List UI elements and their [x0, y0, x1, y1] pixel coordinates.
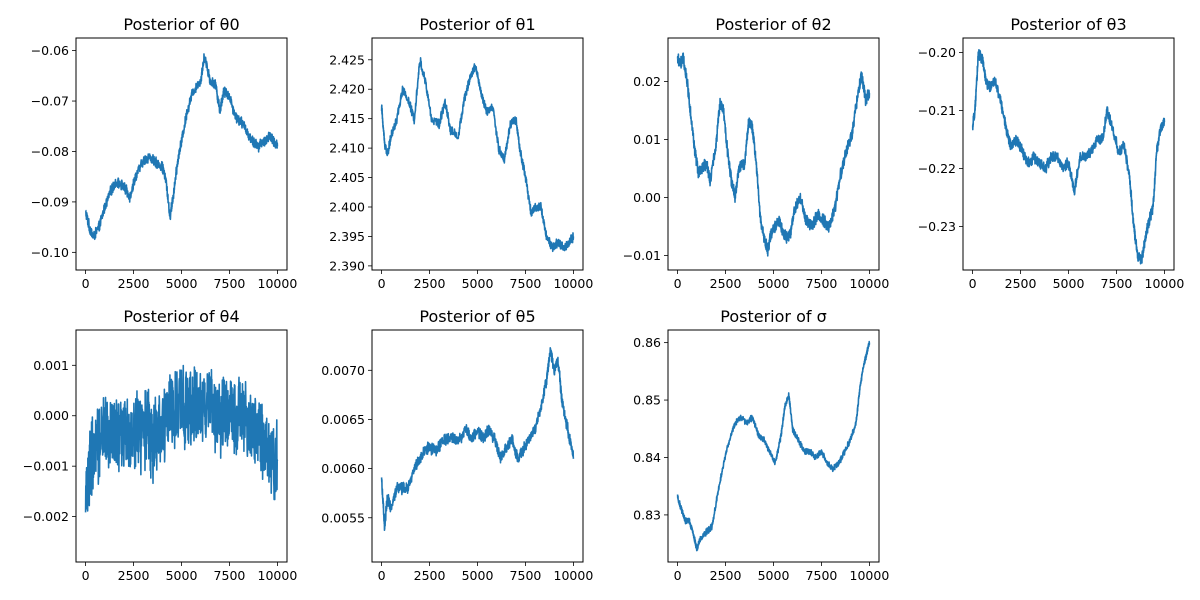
- y-tick-label: 0.00: [633, 190, 661, 205]
- chart-title: Posterior of θ0: [123, 15, 239, 34]
- x-tick-label: 10000: [850, 568, 890, 583]
- chart-panel-2: 0 2500 5000 7500 10000 −0.01 0.00 0.01 0.02 Poste…: [623, 15, 890, 291]
- x-tick-label: 5000: [758, 276, 790, 291]
- y-tick-label: −0.002: [23, 509, 69, 524]
- x-tick-label: 2500: [1005, 276, 1037, 291]
- y-tick-label: −0.22: [918, 161, 956, 176]
- y-tick-label: 0.000: [33, 408, 69, 423]
- chart-title: Posterior of θ5: [419, 307, 535, 326]
- x-tick-label: 0: [674, 568, 682, 583]
- x-tick-label: 10000: [1145, 276, 1185, 291]
- y-tick-label: −0.07: [31, 94, 69, 109]
- chart-title: Posterior of θ2: [715, 15, 831, 34]
- axes-frame-0: [75, 37, 288, 271]
- x-tick-label: 0: [969, 276, 977, 291]
- trace-line-6: [676, 340, 871, 552]
- chart-panel-0: 0 2500 5000 7500 10000 −0.10 −0.09 −0.08 −0.07 −0…: [31, 15, 298, 291]
- x-tick-label: 5000: [166, 276, 198, 291]
- chart-panel-5: 0 2500 5000 7500 10000 0.0055 0.0060 0.0065 0.00…: [321, 307, 593, 583]
- x-tick-label: 5000: [166, 568, 198, 583]
- x-tick-label: 0: [674, 276, 682, 291]
- x-tick-label: 10000: [554, 568, 594, 583]
- x-tick-label: 10000: [258, 276, 298, 291]
- x-tick-label: 5000: [758, 568, 790, 583]
- y-tick-label: 0.86: [633, 335, 661, 350]
- y-tick-label: 2.395: [329, 229, 365, 244]
- chart-title: Posterior of θ1: [419, 15, 535, 34]
- y-tick-label: 0.0065: [321, 412, 365, 427]
- y-tick-label: 2.420: [329, 82, 365, 97]
- chart-panel-4: 0 2500 5000 7500 10000 −0.002 −0.001 0.000 0.001…: [23, 307, 298, 583]
- x-tick-label: 7500: [806, 568, 838, 583]
- x-tick-label: 10000: [850, 276, 890, 291]
- x-tick-label: 7500: [510, 568, 542, 583]
- y-tick-label: −0.01: [623, 248, 661, 263]
- x-tick-label: 0: [82, 568, 90, 583]
- x-tick-label: 10000: [554, 276, 594, 291]
- trace-line-4: [84, 364, 279, 513]
- chart-panel-6: 0 2500 5000 7500 10000 0.83 0.84 0.85 0.86 Poster…: [633, 307, 889, 583]
- axes-frame-5: [371, 329, 584, 563]
- y-tick-label: 0.001: [33, 358, 69, 373]
- x-tick-label: 0: [378, 276, 386, 291]
- y-tick-label: 2.415: [329, 111, 365, 126]
- trace-line-0: [84, 53, 279, 241]
- x-tick-label: 5000: [1053, 276, 1085, 291]
- y-tick-label: −0.10: [31, 245, 69, 260]
- x-tick-label: 7500: [1101, 276, 1133, 291]
- y-tick-label: 2.405: [329, 170, 365, 185]
- axes-frame-3: [962, 37, 1175, 271]
- y-tick-label: 0.0070: [321, 363, 365, 378]
- x-tick-label: 0: [82, 276, 90, 291]
- x-tick-label: 7500: [806, 276, 838, 291]
- x-tick-label: 2500: [710, 568, 742, 583]
- chart-title: Posterior of θ4: [123, 307, 239, 326]
- y-tick-label: −0.20: [918, 45, 956, 60]
- trace-line-3: [971, 49, 1166, 265]
- y-tick-label: 0.0060: [321, 461, 365, 476]
- y-tick-label: −0.21: [918, 103, 956, 118]
- x-tick-label: 2500: [414, 568, 446, 583]
- x-tick-label: 0: [378, 568, 386, 583]
- y-tick-label: −0.08: [31, 144, 69, 159]
- y-tick-label: 0.85: [633, 393, 661, 408]
- y-tick-label: −0.09: [31, 194, 69, 209]
- y-tick-label: 0.84: [633, 450, 661, 465]
- x-tick-label: 10000: [258, 568, 298, 583]
- x-tick-label: 2500: [710, 276, 742, 291]
- y-tick-label: 0.01: [633, 132, 661, 147]
- chart-panel-3: 0 2500 5000 7500 10000 −0.23 −0.22 −0.21 −0.20 Po…: [918, 15, 1185, 291]
- x-tick-label: 7500: [510, 276, 542, 291]
- y-tick-label: −0.23: [918, 219, 956, 234]
- trace-line-5: [380, 346, 575, 531]
- x-tick-label: 7500: [214, 568, 246, 583]
- x-tick-label: 5000: [462, 276, 494, 291]
- chart-panel-1: 0 2500 5000 7500 10000 2.390 2.395 2.400 2.405 2.…: [329, 15, 593, 291]
- y-tick-label: 2.390: [329, 258, 365, 273]
- trace-line-2: [676, 52, 871, 257]
- y-tick-label: −0.06: [31, 43, 69, 58]
- x-tick-label: 5000: [462, 568, 494, 583]
- y-tick-label: 2.400: [329, 199, 365, 214]
- x-tick-label: 2500: [414, 276, 446, 291]
- x-tick-label: 7500: [214, 276, 246, 291]
- trace-line-1: [380, 57, 575, 253]
- y-tick-label: −0.001: [23, 459, 69, 474]
- chart-title: Posterior of σ: [720, 307, 826, 326]
- chart-title: Posterior of θ3: [1010, 15, 1126, 34]
- x-tick-label: 2500: [118, 568, 150, 583]
- y-tick-label: 2.425: [329, 52, 365, 67]
- y-tick-label: 0.0055: [321, 510, 365, 525]
- y-tick-label: 0.02: [633, 74, 661, 89]
- y-tick-label: 0.83: [633, 507, 661, 522]
- y-tick-label: 2.410: [329, 141, 365, 156]
- x-tick-label: 2500: [118, 276, 150, 291]
